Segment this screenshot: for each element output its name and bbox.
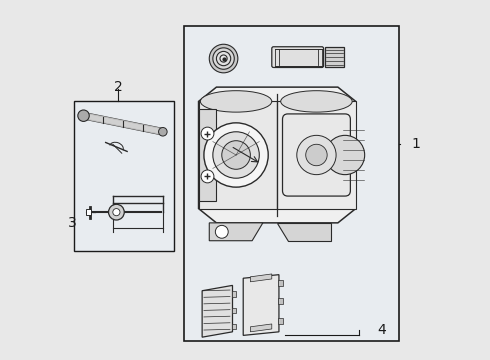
Text: 3: 3 <box>68 216 76 230</box>
Bar <box>278 298 283 304</box>
Circle shape <box>325 135 365 175</box>
Polygon shape <box>250 324 272 332</box>
Circle shape <box>159 127 167 136</box>
Bar <box>325 47 344 67</box>
Bar <box>86 209 91 215</box>
Polygon shape <box>198 109 217 202</box>
Bar <box>184 26 398 341</box>
Circle shape <box>306 144 327 166</box>
Circle shape <box>109 204 124 220</box>
Polygon shape <box>277 102 356 208</box>
Text: 2: 2 <box>114 80 122 94</box>
Circle shape <box>209 44 238 73</box>
Circle shape <box>220 55 227 62</box>
Circle shape <box>78 110 89 121</box>
FancyBboxPatch shape <box>283 114 350 196</box>
Polygon shape <box>198 87 356 223</box>
Bar <box>232 307 236 313</box>
Polygon shape <box>202 285 232 337</box>
Ellipse shape <box>281 91 352 112</box>
Polygon shape <box>277 223 331 241</box>
Circle shape <box>201 127 214 140</box>
Text: 1: 1 <box>411 137 420 151</box>
Bar <box>278 280 283 287</box>
FancyBboxPatch shape <box>272 47 323 67</box>
Bar <box>232 324 236 329</box>
Polygon shape <box>198 102 277 208</box>
Text: 4: 4 <box>377 323 386 337</box>
Circle shape <box>213 132 259 178</box>
Bar <box>74 102 173 251</box>
Bar <box>232 292 236 297</box>
Ellipse shape <box>200 91 272 112</box>
Polygon shape <box>209 223 263 241</box>
Circle shape <box>113 208 120 216</box>
Bar <box>278 318 283 324</box>
Circle shape <box>204 123 268 187</box>
Circle shape <box>201 170 214 183</box>
Circle shape <box>215 225 228 238</box>
Polygon shape <box>250 274 272 282</box>
Circle shape <box>217 51 231 66</box>
Circle shape <box>297 135 336 175</box>
Circle shape <box>213 48 234 69</box>
Polygon shape <box>243 275 279 336</box>
Circle shape <box>222 141 250 169</box>
